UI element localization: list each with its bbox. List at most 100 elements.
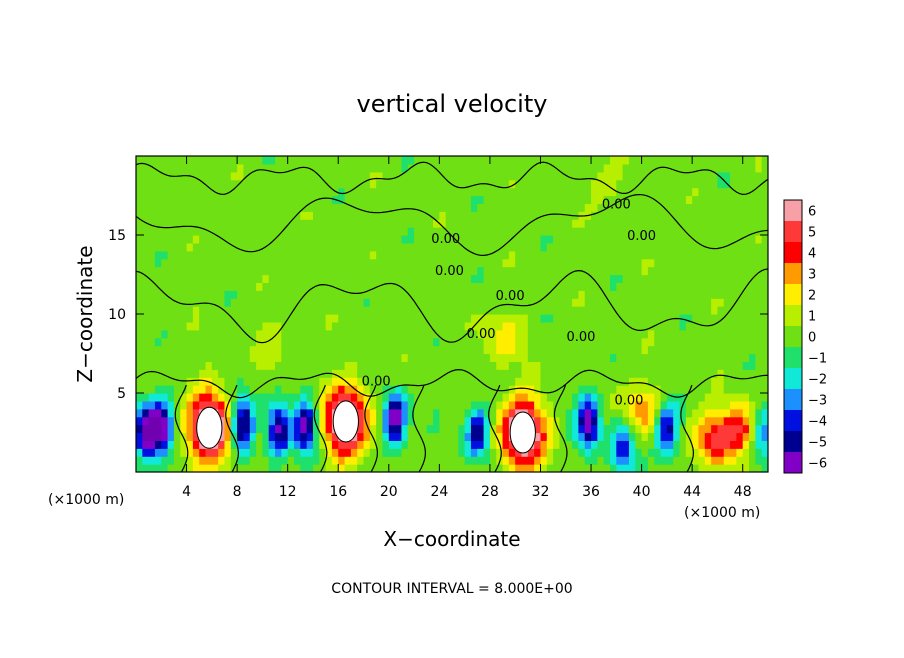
field-cell: [256, 329, 263, 339]
field-cell: [527, 187, 535, 197]
field-cell: [641, 282, 649, 291]
field-cell: [445, 456, 453, 465]
field-cell: [591, 440, 598, 449]
y-tick-label: 10: [108, 307, 126, 323]
field-cell: [483, 219, 491, 228]
field-cell: [698, 345, 706, 355]
field-cell: [546, 235, 554, 244]
field-cell: [685, 385, 693, 394]
field-cell: [458, 195, 466, 204]
field-cell: [755, 156, 763, 165]
colorbar-swatch: [784, 200, 802, 222]
field-cell: [243, 203, 251, 212]
field-cell: [350, 337, 358, 347]
field-cell: [363, 235, 371, 244]
field-cell: [610, 211, 617, 220]
field-cell: [452, 298, 459, 307]
field-cell: [262, 432, 270, 441]
field-cell: [723, 306, 731, 315]
field-cell: [452, 187, 459, 197]
field-cell: [230, 203, 238, 212]
field-cell: [654, 385, 662, 394]
field-cell: [483, 369, 491, 378]
field-cell: [287, 432, 295, 441]
field-cell: [414, 219, 421, 228]
field-cell: [578, 408, 586, 418]
field-cell: [148, 163, 156, 173]
field-cell: [382, 353, 390, 362]
field-cell: [142, 306, 150, 315]
field-cell: [496, 337, 504, 347]
field-cell: [136, 290, 143, 299]
field-cell: [483, 156, 491, 165]
field-cell: [654, 432, 662, 441]
field-cell: [363, 385, 371, 394]
field-cell: [426, 266, 434, 276]
field-cell: [679, 337, 687, 347]
field-cell: [692, 282, 700, 291]
field-cell: [452, 163, 459, 173]
field-cell: [433, 298, 440, 307]
field-cell: [426, 393, 434, 402]
field-cell: [477, 408, 485, 418]
field-cell: [439, 385, 447, 394]
field-cell: [458, 400, 466, 410]
field-cell: [565, 298, 573, 307]
field-cell: [464, 424, 472, 434]
field-cell: [458, 156, 466, 165]
field-cell: [363, 448, 371, 457]
field-cell: [369, 227, 377, 236]
field-cell: [496, 298, 504, 307]
field-cell: [262, 203, 270, 212]
field-cell: [673, 416, 681, 426]
field-cell: [628, 353, 636, 362]
field-cell: [180, 187, 188, 197]
field-cell: [458, 211, 466, 220]
field-cell: [515, 456, 523, 465]
field-cell: [502, 456, 510, 465]
field-cell: [622, 337, 630, 347]
field-cell: [426, 448, 434, 457]
field-cell: [357, 361, 365, 370]
field-cell: [445, 156, 453, 165]
field-cell: [578, 156, 586, 165]
field-cell: [319, 211, 327, 220]
field-cell: [578, 432, 586, 441]
field-cell: [363, 377, 371, 386]
field-cell: [578, 416, 586, 426]
field-cell: [565, 432, 573, 441]
field-cell: [344, 163, 352, 173]
field-cell: [553, 329, 561, 339]
field-cell: [338, 187, 346, 197]
field-cell: [420, 314, 428, 323]
field-cell: [641, 203, 649, 212]
field-cell: [243, 416, 251, 426]
field-cell: [692, 464, 700, 472]
chart-title: vertical velocity: [357, 90, 548, 118]
field-cell: [180, 424, 188, 434]
field-cell: [730, 195, 737, 204]
field-cell: [730, 416, 737, 426]
field-cell: [470, 187, 478, 197]
field-cell: [426, 385, 434, 394]
field-cell: [692, 440, 700, 449]
field-cell: [325, 179, 333, 189]
field-cell: [325, 298, 333, 307]
field-cell: [698, 385, 706, 394]
field-cell: [502, 219, 510, 228]
field-cell: [445, 400, 453, 410]
field-cell: [496, 321, 504, 331]
field-cell: [616, 432, 624, 441]
field-cell: [458, 416, 466, 426]
field-cell: [331, 179, 339, 189]
field-cell: [711, 195, 719, 204]
field-cell: [496, 156, 504, 165]
field-cell: [698, 203, 706, 212]
field-cell: [685, 242, 693, 252]
field-cell: [698, 250, 706, 260]
field-cell: [350, 171, 358, 181]
field-cell: [534, 393, 542, 402]
field-cell: [376, 385, 384, 394]
field-cell: [173, 179, 181, 189]
field-cell: [268, 258, 276, 268]
